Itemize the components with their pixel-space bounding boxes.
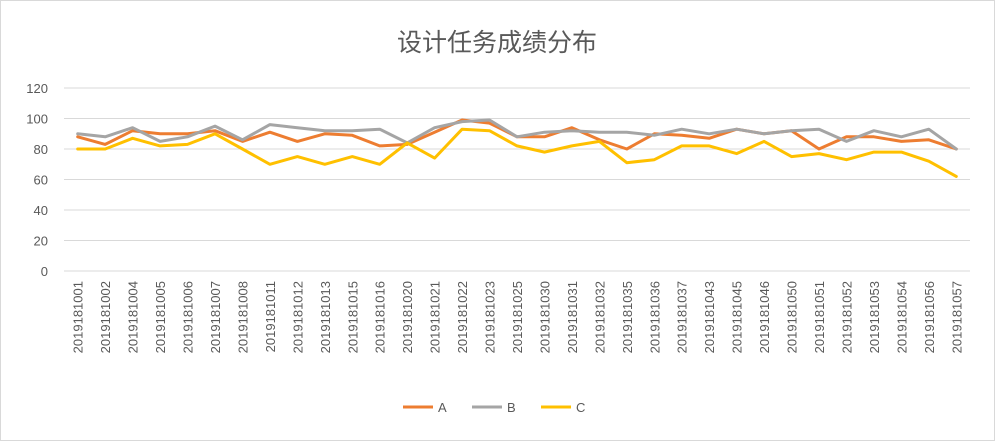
y-tick-label: 80 — [34, 142, 48, 157]
x-tick-label: 2019181008 — [235, 281, 250, 353]
x-tick-label: 2019181001 — [71, 281, 86, 353]
x-tick-label: 2019181002 — [98, 281, 113, 353]
x-tick-label: 2019181037 — [675, 281, 690, 353]
legend-label-C: C — [576, 400, 585, 415]
x-tick-label: 2019181043 — [702, 281, 717, 353]
legend-label-A: A — [438, 400, 447, 415]
y-tick-label: 0 — [41, 264, 48, 279]
x-tick-label: 2019181030 — [537, 281, 552, 353]
series-lines — [76, 118, 958, 178]
x-tick-label: 2019181052 — [839, 281, 854, 353]
gridlines — [64, 87, 970, 272]
x-tick-label: 2019181035 — [620, 281, 635, 353]
x-tick-label: 2019181012 — [290, 281, 305, 353]
x-tick-label: 2019181020 — [400, 281, 415, 353]
x-tick-label: 2019181013 — [318, 281, 333, 353]
x-tick-label: 2019181053 — [867, 281, 882, 353]
x-tick-label: 2019181036 — [647, 281, 662, 353]
x-tick-label: 2019181056 — [922, 281, 937, 353]
x-tick-label: 2019181007 — [208, 281, 223, 353]
y-tick-label: 20 — [34, 234, 48, 249]
y-tick-label: 120 — [26, 81, 48, 96]
y-tick-label: 60 — [34, 173, 48, 188]
y-axis-ticks: 0 20 40 60 80 100 120 — [26, 81, 48, 279]
x-tick-label: 2019181054 — [894, 281, 909, 353]
x-tick-label: 2019181005 — [153, 281, 168, 353]
x-tick-label: 2019181015 — [345, 281, 360, 353]
x-axis-ticks: 2019181001 2019181002 2019181004 2019181005… — [71, 281, 965, 353]
x-tick-label: 2019181016 — [373, 281, 388, 353]
x-tick-label: 2019181004 — [126, 281, 141, 353]
x-tick-label: 2019181045 — [730, 281, 745, 353]
y-tick-label: 40 — [34, 203, 48, 218]
x-tick-label: 2019181011 — [263, 281, 278, 352]
x-tick-label: 2019181021 — [428, 281, 443, 353]
x-tick-label: 2019181006 — [181, 281, 196, 353]
legend: A B C — [403, 400, 585, 415]
x-tick-label: 2019181046 — [757, 281, 772, 353]
x-tick-label: 2019181050 — [785, 281, 800, 353]
series-line-C — [76, 127, 958, 178]
x-tick-label: 2019181057 — [949, 281, 964, 353]
y-tick-label: 100 — [26, 112, 48, 127]
legend-label-B: B — [507, 400, 516, 415]
x-tick-label: 2019181051 — [812, 281, 827, 353]
chart-title: 设计任务成绩分布 — [397, 28, 597, 57]
series-line-B — [76, 118, 958, 151]
x-tick-label: 2019181022 — [455, 281, 470, 353]
x-tick-label: 2019181032 — [592, 281, 607, 353]
x-tick-label: 2019181031 — [565, 281, 580, 353]
x-tick-label: 2019181023 — [483, 281, 498, 353]
x-tick-label: 2019181025 — [510, 281, 525, 353]
